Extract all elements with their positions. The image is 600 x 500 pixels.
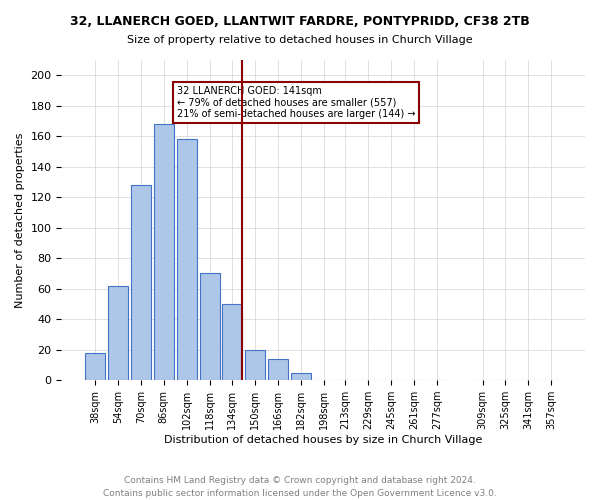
Text: Contains HM Land Registry data © Crown copyright and database right 2024.: Contains HM Land Registry data © Crown c… [124,476,476,485]
Text: Contains public sector information licensed under the Open Government Licence v3: Contains public sector information licen… [103,488,497,498]
Bar [154,124,174,380]
Bar [108,286,128,380]
Bar [223,304,242,380]
Bar [131,185,151,380]
Text: Size of property relative to detached houses in Church Village: Size of property relative to detached ho… [127,35,473,45]
Bar [85,353,105,380]
Bar [291,372,311,380]
Bar [176,140,197,380]
Bar [200,274,220,380]
Bar [245,350,265,380]
Text: 32 LLANERCH GOED: 141sqm
← 79% of detached houses are smaller (557)
21% of semi-: 32 LLANERCH GOED: 141sqm ← 79% of detach… [176,86,415,119]
X-axis label: Distribution of detached houses by size in Church Village: Distribution of detached houses by size … [164,435,482,445]
Bar [268,359,288,380]
Text: 32, LLANERCH GOED, LLANTWIT FARDRE, PONTYPRIDD, CF38 2TB: 32, LLANERCH GOED, LLANTWIT FARDRE, PONT… [70,15,530,28]
Y-axis label: Number of detached properties: Number of detached properties [15,132,25,308]
